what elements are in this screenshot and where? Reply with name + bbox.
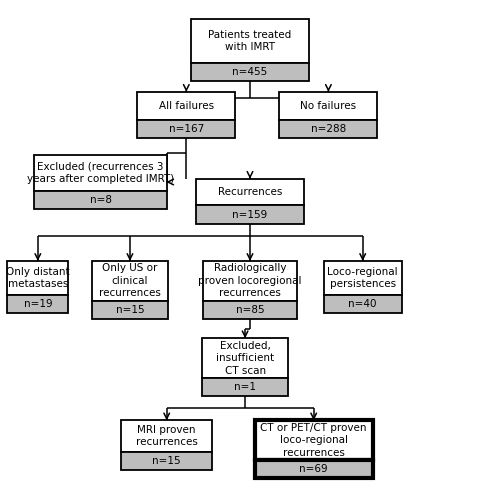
Bar — [92, 261, 168, 301]
Text: n=15: n=15 — [152, 456, 181, 466]
Text: Only distant
metastases: Only distant metastases — [6, 267, 70, 289]
Text: n=8: n=8 — [90, 195, 112, 205]
Bar — [7, 295, 68, 313]
Bar — [7, 261, 68, 295]
Text: Excluded (recurrences 3
years after completed IMRT): Excluded (recurrences 3 years after comp… — [27, 162, 174, 184]
Bar — [34, 191, 166, 210]
Bar — [202, 378, 288, 396]
Text: Patients treated
with IMRT: Patients treated with IMRT — [208, 30, 292, 52]
Bar — [280, 120, 378, 138]
Text: n=288: n=288 — [311, 124, 346, 134]
Bar — [324, 261, 402, 295]
Bar — [255, 460, 372, 478]
Text: n=40: n=40 — [348, 299, 377, 309]
Bar — [202, 338, 288, 378]
Text: n=159: n=159 — [232, 210, 268, 219]
Text: n=1: n=1 — [234, 382, 256, 392]
Text: All failures: All failures — [158, 101, 214, 111]
Bar — [204, 261, 296, 301]
Text: n=455: n=455 — [232, 67, 268, 77]
Text: No failures: No failures — [300, 101, 356, 111]
Bar — [196, 179, 304, 206]
Text: n=69: n=69 — [300, 464, 328, 474]
Text: Loco-regional
persistences: Loco-regional persistences — [328, 267, 398, 289]
Bar — [191, 19, 309, 63]
Bar — [122, 421, 212, 452]
Bar — [204, 301, 296, 319]
Text: n=85: n=85 — [236, 305, 264, 315]
Text: Excluded,
insufficient
CT scan: Excluded, insufficient CT scan — [216, 341, 274, 376]
Text: Recurrences: Recurrences — [218, 187, 282, 197]
Bar — [92, 301, 168, 319]
Bar — [122, 452, 212, 470]
Text: Radiologically
proven locoregional
recurrences: Radiologically proven locoregional recur… — [198, 263, 302, 298]
Bar — [196, 206, 304, 224]
Bar — [34, 155, 166, 191]
Bar — [324, 295, 402, 313]
Bar — [255, 421, 372, 460]
Text: n=15: n=15 — [116, 305, 144, 315]
Bar — [191, 63, 309, 81]
Text: CT or PET/CT proven
loco-regional
recurrences: CT or PET/CT proven loco-regional recurr… — [260, 423, 367, 458]
Text: Only US or
clinical
recurrences: Only US or clinical recurrences — [99, 263, 161, 298]
Bar — [138, 120, 235, 138]
Text: n=19: n=19 — [24, 299, 52, 309]
Text: n=167: n=167 — [168, 124, 204, 134]
Bar — [280, 92, 378, 120]
Bar — [138, 92, 235, 120]
Text: MRI proven
recurrences: MRI proven recurrences — [136, 425, 198, 447]
